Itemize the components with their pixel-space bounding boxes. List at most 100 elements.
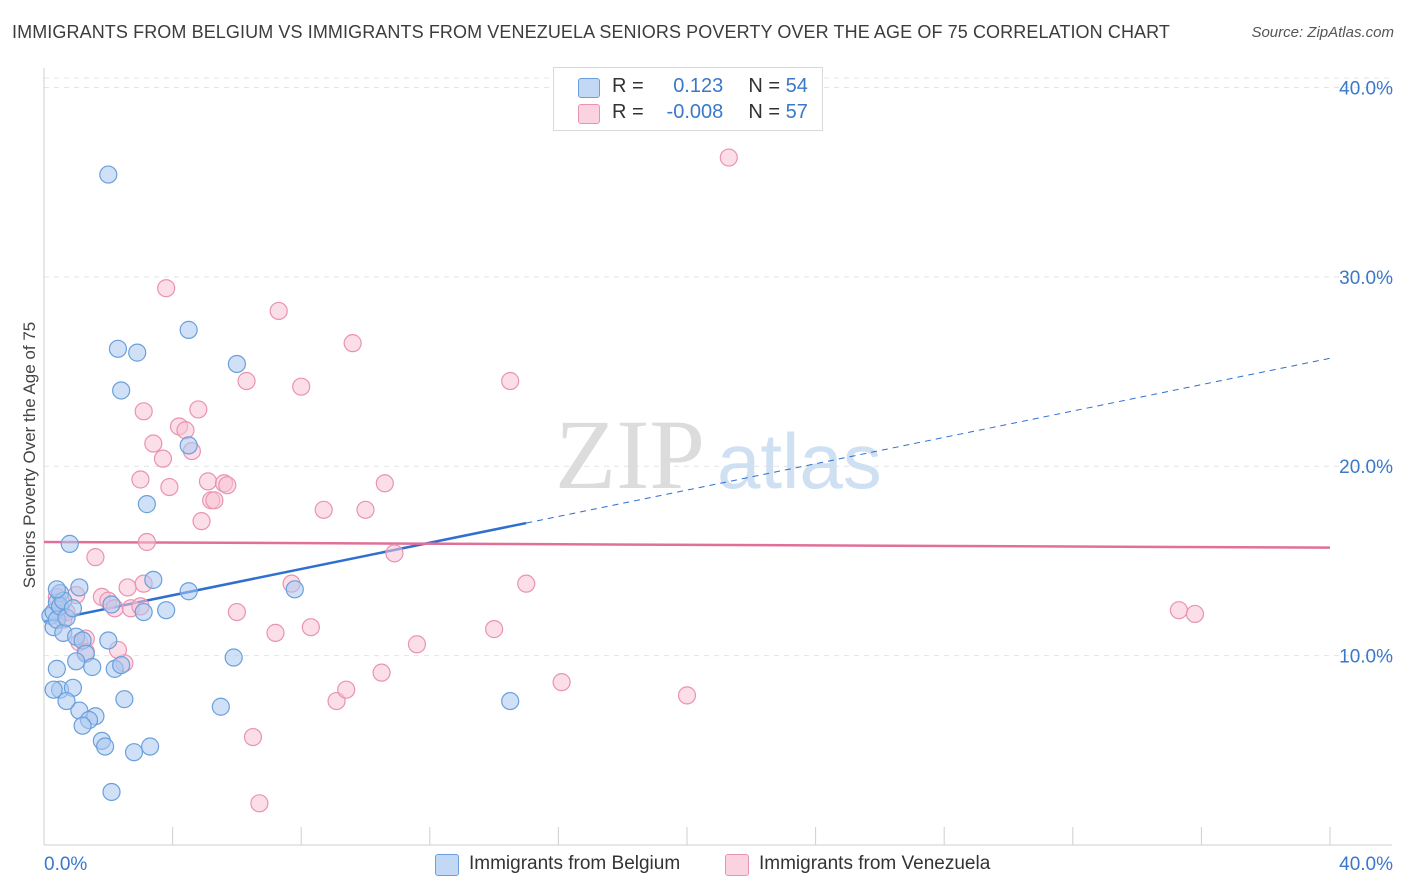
point-belgium xyxy=(285,580,304,599)
point-venezuela xyxy=(192,512,211,531)
legend-n-value: 54 xyxy=(785,75,808,97)
point-venezuela xyxy=(118,578,137,597)
point-venezuela xyxy=(501,371,520,391)
point-belgium xyxy=(95,737,115,756)
point-venezuela xyxy=(144,434,163,453)
point-venezuela xyxy=(250,794,269,813)
point-belgium xyxy=(124,743,144,762)
point-belgium xyxy=(211,697,230,716)
point-belgium xyxy=(108,339,128,358)
point-venezuela xyxy=(160,477,179,497)
watermark: ZIP atlas xyxy=(555,399,882,510)
axes xyxy=(43,68,1392,846)
point-venezuela xyxy=(131,470,150,489)
point-belgium xyxy=(99,165,118,184)
point-belgium xyxy=(137,495,156,514)
point-venezuela xyxy=(1185,604,1205,624)
legend-swatch-belgium xyxy=(578,78,600,98)
point-venezuela xyxy=(269,301,288,321)
point-belgium xyxy=(99,631,118,650)
point-belgium xyxy=(60,534,79,553)
point-belgium xyxy=(227,354,246,374)
trend-line-venezuela xyxy=(43,540,1331,549)
legend-r-value: 0.123 xyxy=(673,75,724,97)
point-venezuela xyxy=(385,544,404,563)
point-venezuela xyxy=(86,548,105,567)
legend-label-venezuela: Immigrants from Venezuela xyxy=(759,853,991,874)
legend-r-value: -0.008 xyxy=(666,101,724,123)
point-venezuela xyxy=(372,663,391,682)
point-venezuela xyxy=(292,377,311,396)
point-venezuela xyxy=(153,449,173,468)
y-tick-label: 10.0% xyxy=(1339,647,1393,668)
point-belgium xyxy=(157,601,176,620)
point-belgium xyxy=(115,690,134,709)
point-venezuela xyxy=(552,673,571,692)
point-venezuela xyxy=(205,491,224,510)
point-venezuela xyxy=(189,400,208,419)
legend-n-value: 57 xyxy=(785,101,808,123)
legend-swatch-venezuela xyxy=(725,854,749,876)
point-venezuela xyxy=(227,602,246,622)
legend-label-belgium: Immigrants from Belgium xyxy=(469,853,681,874)
point-belgium xyxy=(83,657,102,677)
series-legend: Immigrants from Belgium Immigrants from … xyxy=(0,852,1406,878)
chart-title: IMMIGRANTS FROM BELGIUM VS IMMIGRANTS FR… xyxy=(12,22,1171,42)
point-belgium xyxy=(112,655,131,675)
point-venezuela xyxy=(337,680,356,699)
point-belgium xyxy=(44,680,63,699)
point-belgium xyxy=(102,595,121,614)
point-belgium xyxy=(179,320,198,339)
watermark-atlas: atlas xyxy=(717,417,882,505)
trend-line-belgium-dashed xyxy=(526,357,1331,524)
y-axis-label: Seniors Poverty Over the Age of 75 xyxy=(20,321,39,589)
point-venezuela xyxy=(343,334,362,353)
point-belgium xyxy=(179,436,198,455)
point-belgium xyxy=(501,691,520,711)
point-venezuela xyxy=(198,472,218,491)
point-belgium xyxy=(73,716,92,735)
point-belgium xyxy=(134,602,153,622)
legend-r-label: R = xyxy=(612,101,644,123)
point-belgium xyxy=(70,578,89,597)
y-tick-label: 30.0% xyxy=(1339,268,1393,289)
legend-r-label: R = xyxy=(612,75,644,97)
x-tick-label: 40.0% xyxy=(1339,854,1393,875)
point-venezuela xyxy=(407,635,427,654)
point-venezuela xyxy=(176,421,195,440)
gridlines xyxy=(44,77,1392,657)
point-venezuela xyxy=(157,279,176,298)
source-label: Source: ZipAtlas.com xyxy=(1251,24,1394,41)
point-belgium xyxy=(47,659,66,678)
point-venezuela xyxy=(218,476,237,495)
point-belgium xyxy=(144,570,163,589)
point-belgium xyxy=(102,782,121,802)
point-venezuela xyxy=(1169,601,1188,620)
point-venezuela xyxy=(485,620,504,639)
point-venezuela xyxy=(137,532,156,552)
series-belgium-points xyxy=(41,165,520,802)
y-tick-label: 40.0% xyxy=(1339,78,1393,99)
point-venezuela xyxy=(243,727,263,747)
legend-n-label: N = xyxy=(748,101,781,123)
tick-labels: 10.0% 20.0% 30.0% 40.0% 0.0% 40.0% xyxy=(44,78,1393,875)
point-belgium xyxy=(63,599,83,618)
point-venezuela xyxy=(356,500,375,519)
legend-swatch-belgium xyxy=(435,854,459,876)
point-venezuela xyxy=(134,402,153,421)
y-tick-label: 20.0% xyxy=(1339,457,1393,478)
point-venezuela xyxy=(314,500,333,519)
point-venezuela xyxy=(517,574,536,593)
point-belgium xyxy=(140,737,160,756)
x-tick-label: 0.0% xyxy=(44,854,87,875)
legend-swatch-venezuela xyxy=(578,104,600,124)
legend-n-label: N = xyxy=(748,75,781,97)
point-belgium xyxy=(224,648,243,667)
point-belgium xyxy=(47,580,66,599)
point-venezuela xyxy=(301,618,320,637)
point-belgium xyxy=(179,582,198,601)
point-venezuela xyxy=(677,686,697,705)
point-venezuela xyxy=(237,371,256,391)
point-belgium xyxy=(112,381,131,400)
